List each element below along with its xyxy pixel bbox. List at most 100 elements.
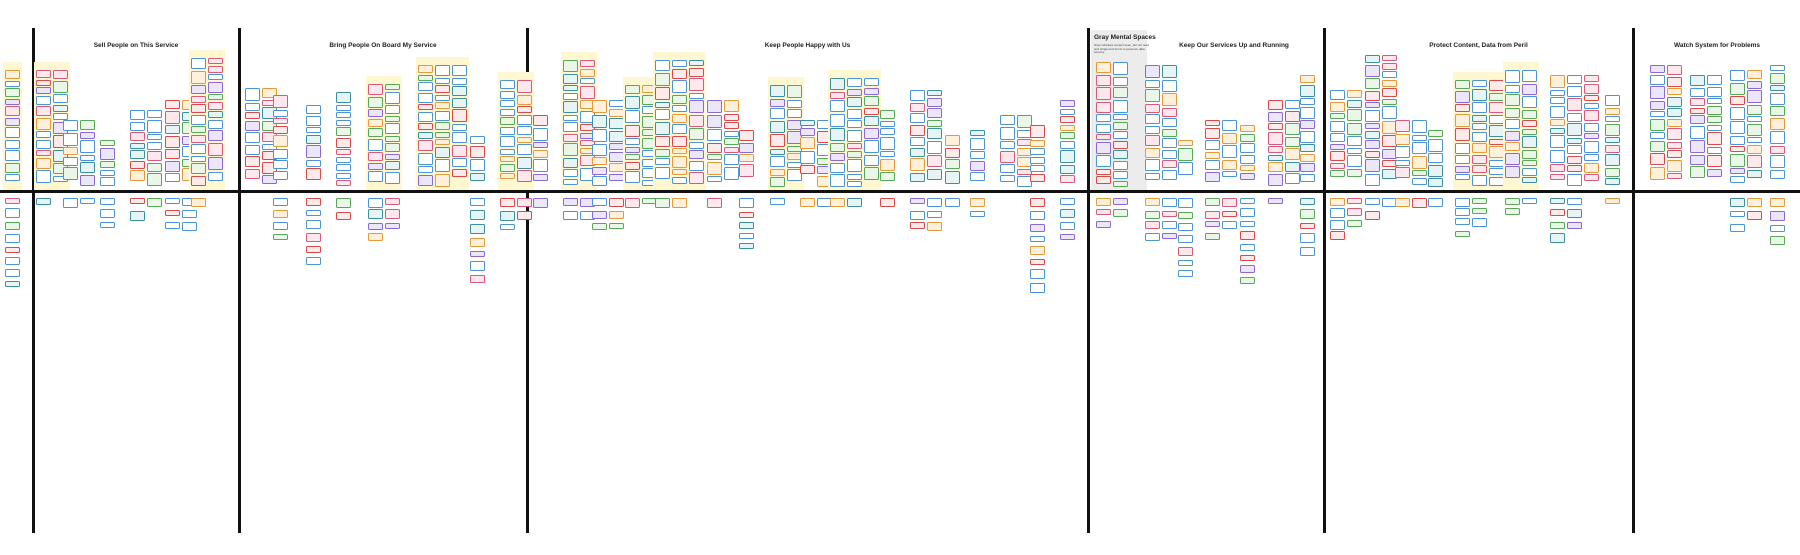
- mental-model-card: [830, 153, 845, 161]
- mental-model-card: [517, 94, 532, 105]
- mental-model-card: [418, 140, 433, 151]
- support-card: [910, 211, 925, 220]
- mental-model-card: [368, 84, 383, 95]
- mental-model-card: [53, 104, 68, 112]
- support-card: [945, 198, 960, 207]
- mental-model-card: [1522, 120, 1537, 127]
- mental-model-card: [1060, 150, 1075, 163]
- mental-model-card: [1428, 130, 1443, 137]
- mental-model-card: [800, 127, 815, 136]
- mental-model-card: [500, 156, 515, 162]
- mental-model-card: [418, 82, 433, 91]
- mental-model-card: [1365, 90, 1380, 101]
- mental-model-card: [63, 167, 78, 180]
- mental-model-card: [1030, 173, 1045, 182]
- mental-model-card: [1584, 154, 1599, 161]
- mental-model-card: [770, 134, 785, 147]
- mental-model-card: [1455, 90, 1470, 103]
- support-card: [1145, 198, 1160, 206]
- mental-model-card: [80, 120, 95, 130]
- tower-label: [970, 123, 985, 129]
- mental-model-card: [1505, 152, 1520, 165]
- mental-model-card: [592, 166, 607, 175]
- support-card: [1240, 277, 1255, 284]
- mental-model-card: [880, 120, 895, 127]
- tower-label: [1145, 58, 1177, 64]
- mental-model-card: [1365, 55, 1380, 63]
- mental-model-card: [1162, 138, 1177, 148]
- mental-model-card: [5, 150, 20, 161]
- support-card: [927, 222, 942, 231]
- mental-model-card: [1505, 142, 1520, 151]
- mental-model-card: [5, 174, 20, 181]
- mental-model-card: [927, 97, 942, 107]
- mental-model-card: [739, 154, 754, 162]
- support-card: [1096, 198, 1111, 206]
- mental-model-card: [1060, 124, 1075, 131]
- vertical-divider-3: [526, 28, 529, 533]
- support-card: [1222, 211, 1237, 217]
- mental-model-card: [1584, 133, 1599, 139]
- mental-model-card: [165, 100, 180, 109]
- mental-model-card: [191, 104, 206, 113]
- tower-label: [655, 53, 704, 59]
- mental-model-card: [452, 65, 467, 76]
- support-card: [1162, 233, 1177, 239]
- mental-model-card: [1550, 97, 1565, 104]
- support-card: [273, 198, 288, 206]
- mental-model-card: [435, 85, 450, 93]
- mental-model-card: [36, 79, 51, 86]
- mental-model-card: [1382, 71, 1397, 78]
- mental-model-card: [1472, 174, 1487, 186]
- support-card: [1505, 198, 1520, 205]
- support-card: [306, 257, 321, 265]
- mental-model-card: [655, 121, 670, 135]
- gray-area-title: Gray Mental Spaces: [1094, 34, 1156, 41]
- mental-model-card: [1584, 102, 1599, 109]
- mental-model-card: [80, 140, 95, 153]
- mental-model-card: [1300, 84, 1315, 97]
- support-card: [533, 198, 548, 208]
- mental-model-card: [1268, 123, 1283, 130]
- mental-model-card: [1162, 118, 1177, 127]
- mental-model-card: [36, 106, 51, 116]
- mental-model-card: [1770, 131, 1785, 144]
- tower-label: [336, 85, 351, 91]
- mental-model-card: [385, 105, 400, 114]
- support-card: [563, 198, 578, 206]
- support-card: [563, 211, 578, 220]
- mental-model-card: [1030, 156, 1045, 164]
- mental-model-card: [165, 135, 180, 148]
- mental-model-card: [1522, 136, 1537, 148]
- mental-model-card: [165, 149, 180, 159]
- mental-model-card: [847, 88, 862, 96]
- mental-model-card: [1205, 140, 1220, 150]
- mental-model-card: [1330, 162, 1345, 169]
- mental-model-card: [336, 164, 351, 171]
- support-card: [1412, 198, 1427, 208]
- support-card: [1030, 224, 1045, 232]
- mental-model-card: [245, 88, 260, 101]
- mental-model-card: [1584, 75, 1599, 82]
- mental-model-card: [1730, 168, 1745, 174]
- support-card: [1145, 211, 1160, 219]
- support-card: [1240, 221, 1255, 227]
- mental-model-card: [1222, 159, 1237, 170]
- mental-model-card: [53, 70, 68, 79]
- mental-model-card: [1145, 172, 1160, 180]
- mental-model-card: [385, 91, 400, 104]
- mental-model-card: [5, 106, 20, 116]
- mental-model-card: [655, 158, 670, 165]
- mental-model-card: [770, 177, 785, 187]
- mental-model-card: [1522, 160, 1537, 166]
- mental-model-card: [1113, 114, 1128, 120]
- mental-model-card: [1667, 65, 1682, 75]
- support-card: [1300, 223, 1315, 229]
- mental-model-card: [130, 121, 145, 131]
- mental-model-card: [306, 105, 321, 114]
- tower-label: [1690, 68, 1722, 74]
- mental-model-card: [800, 150, 815, 164]
- mental-model-card: [1455, 128, 1470, 141]
- mental-model-card: [80, 162, 95, 173]
